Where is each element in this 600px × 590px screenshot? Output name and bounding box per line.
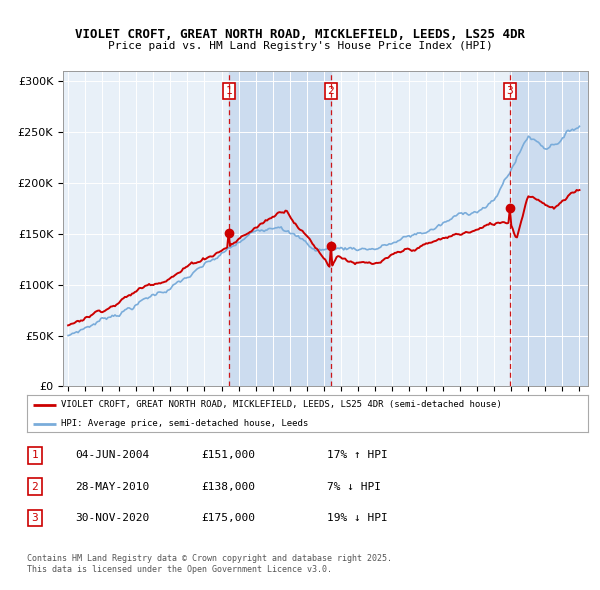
Text: 3: 3 [31,513,38,523]
Text: 1: 1 [226,86,232,96]
Text: 1: 1 [31,451,38,460]
Text: 28-MAY-2010: 28-MAY-2010 [75,482,149,491]
Text: £175,000: £175,000 [201,513,255,523]
Text: 2: 2 [31,482,38,491]
Bar [229,71,331,386]
Text: 17% ↑ HPI: 17% ↑ HPI [327,451,388,460]
Text: 3: 3 [506,86,514,96]
Text: Contains HM Land Registry data © Crown copyright and database right 2025.: Contains HM Land Registry data © Crown c… [27,553,392,563]
Text: VIOLET CROFT, GREAT NORTH ROAD, MICKLEFIELD, LEEDS, LS25 4DR (semi-detached hous: VIOLET CROFT, GREAT NORTH ROAD, MICKLEFI… [61,400,502,409]
Text: HPI: Average price, semi-detached house, Leeds: HPI: Average price, semi-detached house,… [61,419,308,428]
Text: 19% ↓ HPI: 19% ↓ HPI [327,513,388,523]
Text: VIOLET CROFT, GREAT NORTH ROAD, MICKLEFIELD, LEEDS, LS25 4DR: VIOLET CROFT, GREAT NORTH ROAD, MICKLEFI… [75,28,525,41]
Text: Price paid vs. HM Land Registry's House Price Index (HPI): Price paid vs. HM Land Registry's House … [107,41,493,51]
Bar [510,71,588,386]
Text: 7% ↓ HPI: 7% ↓ HPI [327,482,381,491]
Text: 30-NOV-2020: 30-NOV-2020 [75,513,149,523]
Text: £138,000: £138,000 [201,482,255,491]
Text: This data is licensed under the Open Government Licence v3.0.: This data is licensed under the Open Gov… [27,565,332,575]
Text: 04-JUN-2004: 04-JUN-2004 [75,451,149,460]
Text: 2: 2 [328,86,334,96]
Text: £151,000: £151,000 [201,451,255,460]
